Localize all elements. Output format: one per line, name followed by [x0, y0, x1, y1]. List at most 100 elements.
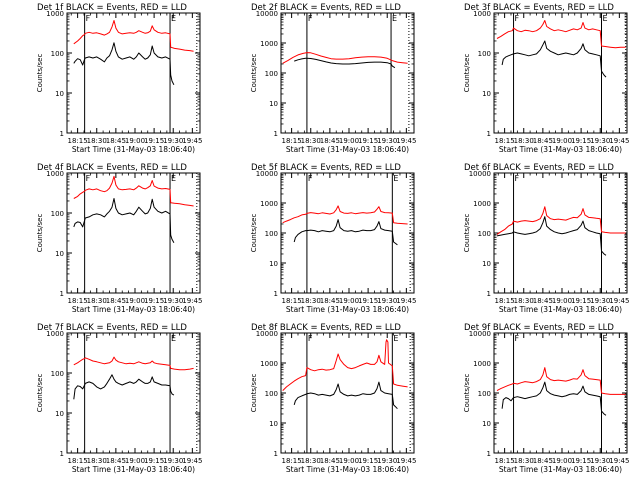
x-tick-label: 18:45 — [106, 297, 126, 305]
x-tick-label: 19:45 — [609, 457, 629, 465]
time-marker-label: E — [603, 334, 608, 343]
y-tick-label: 1 — [487, 450, 491, 458]
time-marker-label: F — [308, 174, 313, 183]
x-tick-label: 19:30 — [590, 457, 610, 465]
events-series-line — [501, 40, 607, 78]
y-tick-label: 10000 — [256, 10, 278, 18]
detector-panels: Det 1f BLACK = Events, RED = LLD 1 10 100 10… — [36, 3, 629, 474]
time-marker-label: F — [515, 174, 520, 183]
time-marker-label: E — [393, 334, 398, 343]
x-tick-label: 18:30 — [301, 137, 321, 145]
x-tick-label: 18:15 — [282, 457, 302, 465]
plot-frame — [66, 172, 201, 294]
time-marker-label: E — [603, 14, 608, 23]
y-axis-label: Counts/sec — [250, 374, 258, 413]
time-marker-label: E — [171, 174, 176, 183]
x-tick-label: 18:45 — [533, 297, 553, 305]
x-tick-label: 19:15 — [571, 137, 591, 145]
time-marker-label: E — [393, 174, 398, 183]
y-tick-label: 10000 — [469, 170, 491, 178]
x-axis-label: Start Time (31-May-03 18:06:40) — [286, 145, 409, 154]
y-tick-label: 1000 — [260, 40, 278, 48]
x-tick-label: 19:30 — [590, 297, 610, 305]
x-tick-label: 18:30 — [301, 297, 321, 305]
x-tick-label: 19:15 — [358, 297, 378, 305]
time-marker-label: F — [86, 174, 91, 183]
time-marker-label: F — [308, 334, 313, 343]
events-series-line — [293, 219, 398, 246]
time-marker-label: E — [603, 174, 608, 183]
x-axis-label: Start Time (31-May-03 18:06:40) — [72, 465, 195, 474]
panel-title: Det 1f BLACK = Events, RED = LLD — [37, 3, 187, 13]
events-series-line — [73, 198, 175, 244]
y-tick-label: 1 — [60, 450, 64, 458]
lld-series-line — [496, 20, 626, 49]
x-tick-label: 19:30 — [377, 297, 397, 305]
panel-det-9: Det 9f BLACK = Events, RED = LLD 1 10 100 10… — [463, 323, 629, 474]
lld-series-line — [496, 206, 626, 235]
x-tick-label: 18:15 — [282, 137, 302, 145]
y-axis-label: Counts/sec — [36, 214, 44, 253]
y-tick-label: 1000 — [46, 330, 64, 338]
panel-title: Det 5f BLACK = Events, RED = LLD — [251, 163, 401, 173]
panel-title: Det 3f BLACK = Events, RED = LLD — [464, 3, 614, 13]
x-tick-label: 19:15 — [144, 137, 164, 145]
x-tick-label: 19:45 — [396, 137, 416, 145]
x-axis-label: Start Time (31-May-03 18:06:40) — [286, 465, 409, 474]
y-tick-label: 1000 — [46, 10, 64, 18]
y-axis-label: Counts/sec — [463, 374, 471, 413]
time-marker-label: E — [392, 14, 397, 23]
y-tick-label: 10 — [482, 90, 491, 98]
plot-frame — [66, 332, 201, 454]
x-tick-label: 19:30 — [377, 137, 397, 145]
plot-frame — [493, 12, 628, 134]
x-tick-label: 19:15 — [358, 137, 378, 145]
x-tick-label: 18:45 — [106, 457, 126, 465]
y-tick-label: 1 — [487, 130, 491, 138]
events-series-line — [294, 57, 396, 69]
lld-series-line — [73, 356, 194, 371]
y-tick-label: 100 — [478, 50, 491, 58]
x-tick-label: 18:30 — [514, 297, 534, 305]
y-tick-label: 100 — [265, 230, 278, 238]
y-tick-label: 10 — [55, 90, 64, 98]
panel-title: Det 7f BLACK = Events, RED = LLD — [37, 323, 187, 333]
x-axis-label: Start Time (31-May-03 18:06:40) — [499, 145, 622, 154]
x-tick-label: 19:15 — [571, 457, 591, 465]
x-tick-label: 18:45 — [320, 297, 340, 305]
x-tick-label: 18:15 — [68, 297, 88, 305]
x-tick-label: 19:45 — [609, 137, 629, 145]
y-tick-label: 100 — [51, 50, 64, 58]
x-tick-label: 19:30 — [163, 137, 183, 145]
panel-det-8: Det 8f BLACK = Events, RED = LLD 1 10 100 10… — [250, 323, 416, 474]
y-tick-label: 10 — [269, 420, 278, 428]
panel-det-7: Det 7f BLACK = Events, RED = LLD 1 10 100 10… — [36, 323, 202, 474]
y-tick-label: 100 — [51, 370, 64, 378]
x-tick-label: 18:15 — [495, 457, 515, 465]
lld-series-line — [496, 367, 626, 395]
time-marker-label: F — [515, 14, 520, 23]
y-tick-label: 10 — [269, 100, 278, 108]
x-axis-label: Start Time (31-May-03 18:06:40) — [72, 145, 195, 154]
panel-det-6: Det 6f BLACK = Events, RED = LLD 1 10 100 10… — [463, 163, 629, 314]
x-tick-label: 19:15 — [358, 457, 378, 465]
x-tick-label: 18:15 — [495, 137, 515, 145]
y-tick-label: 10 — [269, 260, 278, 268]
x-tick-label: 19:15 — [144, 457, 164, 465]
time-marker-label: E — [171, 14, 176, 23]
x-axis-label: Start Time (31-May-03 18:06:40) — [72, 305, 195, 314]
x-tick-label: 19:45 — [182, 137, 202, 145]
x-tick-label: 18:30 — [301, 457, 321, 465]
x-tick-label: 19:00 — [552, 137, 572, 145]
x-tick-label: 19:30 — [163, 297, 183, 305]
y-tick-label: 1000 — [473, 200, 491, 208]
panel-det-1: Det 1f BLACK = Events, RED = LLD 1 10 100 10… — [36, 3, 202, 154]
panel-det-3: Det 3f BLACK = Events, RED = LLD 1 10 100 10… — [463, 3, 629, 154]
x-tick-label: 18:45 — [533, 457, 553, 465]
x-tick-label: 18:45 — [533, 137, 553, 145]
y-axis-label: Counts/sec — [250, 54, 258, 93]
panel-title: Det 4f BLACK = Events, RED = LLD — [37, 163, 187, 173]
panel-title: Det 8f BLACK = Events, RED = LLD — [251, 323, 401, 333]
